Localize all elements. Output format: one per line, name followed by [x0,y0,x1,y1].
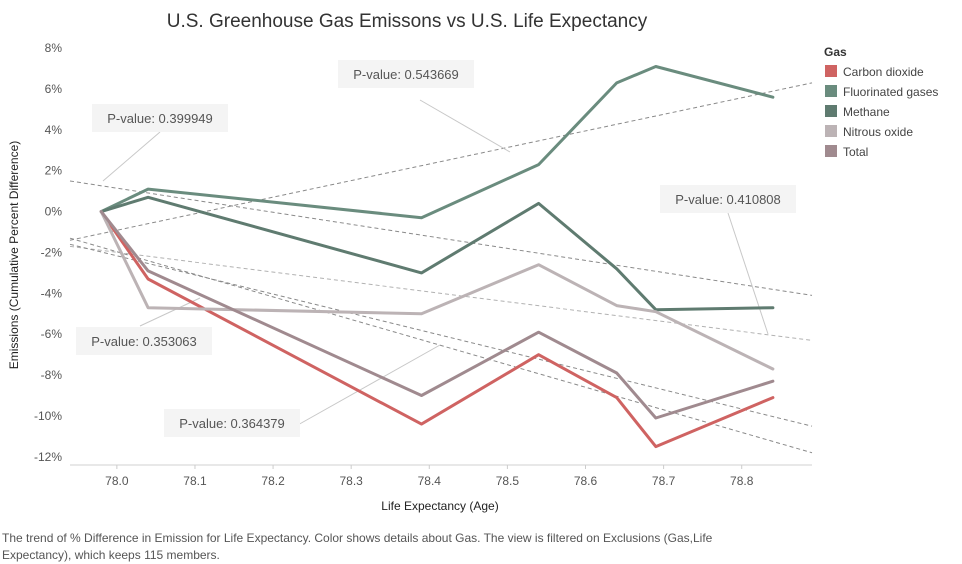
legend-swatch [825,105,837,117]
trend-line [69,237,813,454]
legend: Gas Carbon dioxide Fluorinated gases Methan… [824,45,938,159]
y-tick-label: -8% [41,368,63,382]
trend-line [69,180,813,296]
pvalue-label: P-value: 0.410808 [675,192,781,207]
trend-lines [69,82,813,454]
legend-swatch [825,65,837,77]
x-tick-label: 78.6 [574,474,598,488]
pvalue-box [76,327,212,355]
y-tick-label: 8% [45,41,63,55]
legend-label: Nitrous oxide [843,125,913,139]
pvalue-box [92,104,228,132]
pvalue-leader-line [102,131,161,182]
y-axis-label: Emissions (Cumulative Percent Difference… [7,141,21,370]
x-tick-label: 78.1 [183,474,207,488]
x-tick-label: 78.0 [105,474,129,488]
y-tick-label: 6% [45,82,63,96]
legend-swatch [825,125,837,137]
x-tick-label: 78.5 [496,474,520,488]
x-axis-label: Life Expectancy (Age) [381,499,498,513]
x-tick-label: 78.4 [418,474,442,488]
pvalue-box [338,60,474,88]
pvalue-box [164,409,300,437]
y-tick-label: -4% [41,286,63,300]
pvalue-leader-line [295,344,441,427]
pvalue-leader-line [419,99,511,153]
legend-label: Carbon dioxide [843,65,924,79]
y-tick-label: -2% [41,245,63,259]
pvalue-label: P-value: 0.364379 [179,416,285,431]
pvalue-label: P-value: 0.543669 [353,67,459,82]
trend-line [69,243,813,427]
chart-title: U.S. Greenhouse Gas Emissons vs U.S. Lif… [167,11,648,32]
legend-label: Methane [843,105,890,119]
x-tick-label: 78.7 [652,474,676,488]
y-tick-label: 4% [45,123,63,137]
y-tick-label: 2% [45,164,63,178]
trend-line [69,82,813,241]
axes: 8% 6% 4% 2% 0% -2% -4% -6% -8% -10% -12% 78.0 78.1 78… [34,41,812,488]
y-tick-label: -6% [41,327,63,341]
legend-swatch [825,145,837,157]
pvalue-callouts: P-value: 0.543669 P-value: 0.399949 P-valu… [76,60,796,437]
x-tick-label: 78.8 [730,474,754,488]
pvalue-label: P-value: 0.353063 [91,334,197,349]
pvalue-label: P-value: 0.399949 [107,111,213,126]
legend-swatch [825,85,837,97]
y-tick-label: -10% [34,409,62,423]
legend-title: Gas [824,45,847,59]
pvalue-leader-line [727,212,769,335]
x-tick-label: 78.2 [261,474,285,488]
x-tick-label: 78.3 [339,474,363,488]
pvalue-box [660,185,796,213]
trend-line [69,245,813,341]
series-line-nitrous-oxide [99,210,775,371]
series-lines [99,65,775,449]
series-line-total [99,210,775,420]
chart-area: U.S. Greenhouse Gas Emissons vs U.S. Lif… [7,11,938,513]
legend-label: Total [843,145,868,159]
series-line-carbon-dioxide [99,210,775,449]
legend-label: Fluorinated gases [843,85,938,99]
series-line-methane [99,195,775,312]
y-tick-label: 0% [45,205,63,219]
chart-caption: The trend of % Difference in Emission fo… [2,531,713,562]
series-line-fluorinated-gases [99,65,775,220]
y-tick-label: -12% [34,450,62,464]
